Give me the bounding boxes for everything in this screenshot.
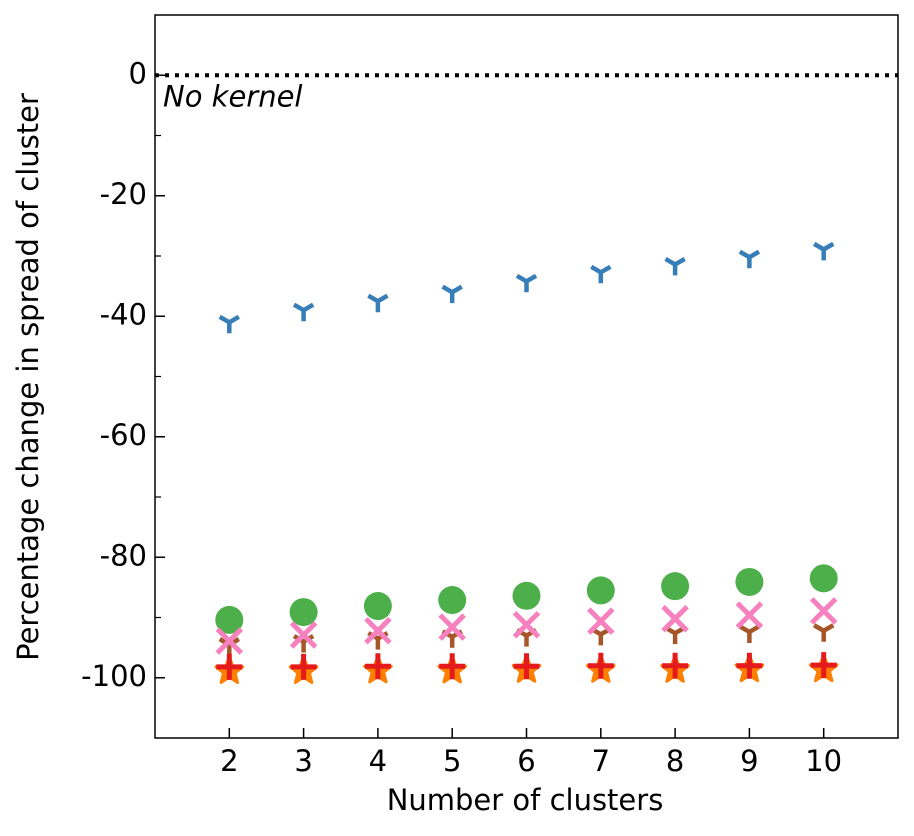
point	[216, 653, 243, 680]
point	[512, 610, 541, 639]
reference-label: No kernel	[163, 79, 303, 113]
marker-shape	[363, 592, 392, 621]
point	[738, 624, 761, 643]
marker-shape	[515, 273, 538, 293]
point	[590, 264, 612, 284]
point	[438, 613, 466, 641]
marker-shape	[735, 601, 764, 629]
point	[512, 581, 541, 610]
x-tick-label: 8	[666, 744, 684, 778]
marker-shape	[513, 653, 540, 680]
marker-shape	[661, 572, 690, 601]
marker-shape	[292, 302, 315, 322]
point	[292, 302, 315, 322]
y-tick-label: -100	[81, 659, 147, 693]
marker-shape	[661, 604, 689, 633]
point	[439, 653, 466, 680]
marker-shape	[512, 581, 541, 610]
point	[587, 607, 615, 635]
marker-shape	[809, 597, 838, 625]
marker-shape	[586, 576, 615, 605]
x-tick-label: 10	[805, 744, 842, 778]
y-axis-label: Percentage change in spread of cluster	[11, 93, 45, 661]
marker-shape	[364, 616, 392, 645]
y-tick-label: -80	[100, 538, 147, 572]
point	[809, 597, 838, 625]
point	[662, 652, 689, 679]
point	[735, 567, 764, 596]
point	[661, 572, 690, 601]
marker-shape	[810, 652, 837, 679]
marker-shape	[441, 284, 463, 304]
point	[441, 284, 463, 304]
marker-shape	[215, 605, 244, 634]
x-tick-label: 2	[220, 744, 238, 778]
point	[289, 621, 318, 649]
marker-shape	[364, 653, 391, 680]
point	[664, 256, 686, 276]
x-tick-label: 9	[740, 744, 758, 778]
point	[738, 249, 761, 269]
marker-shape	[738, 624, 761, 643]
point	[587, 652, 614, 679]
x-tick-label: 4	[369, 744, 387, 778]
point	[363, 592, 392, 621]
y-tick-label: -40	[100, 297, 147, 331]
x-tick-label: 3	[294, 744, 312, 778]
point	[664, 625, 686, 645]
marker-shape	[289, 621, 318, 649]
point	[513, 653, 540, 680]
point	[215, 627, 244, 655]
marker-shape	[218, 314, 240, 334]
point	[736, 652, 763, 679]
marker-shape	[439, 653, 466, 680]
point	[661, 604, 689, 633]
marker-shape	[367, 293, 389, 313]
point	[215, 605, 244, 634]
marker-shape	[662, 652, 689, 679]
point	[438, 586, 467, 615]
marker-shape	[216, 653, 243, 680]
marker-shape	[813, 241, 835, 261]
marker-shape	[438, 613, 466, 641]
marker-shape	[813, 623, 835, 642]
point	[290, 653, 317, 680]
point	[813, 241, 835, 261]
marker-shape	[664, 256, 686, 276]
marker-shape	[290, 653, 317, 680]
point	[809, 564, 838, 593]
marker-shape	[735, 567, 764, 596]
point	[218, 314, 240, 334]
marker-shape	[512, 610, 541, 639]
marker-shape	[587, 652, 614, 679]
marker-shape	[289, 598, 318, 627]
y-tick-label: 0	[129, 56, 147, 90]
point	[515, 273, 538, 293]
marker-shape	[438, 586, 467, 615]
point	[735, 601, 764, 629]
point	[364, 653, 391, 680]
point	[586, 576, 615, 605]
marker-shape	[215, 627, 244, 655]
marker-shape	[590, 264, 612, 284]
point	[810, 652, 837, 679]
point	[289, 598, 318, 627]
y-tick-label: -60	[100, 418, 147, 452]
point	[364, 616, 392, 645]
marker-shape	[736, 652, 763, 679]
point	[367, 293, 389, 313]
x-tick-label: 5	[443, 744, 461, 778]
point	[813, 623, 835, 642]
plot-frame	[154, 14, 899, 739]
x-axis-label: Number of clusters	[387, 783, 664, 817]
x-tick-label: 7	[592, 744, 610, 778]
marker-shape	[809, 564, 838, 593]
marker-shape	[587, 607, 615, 635]
marker-shape	[664, 625, 686, 645]
x-tick-label: 6	[517, 744, 535, 778]
y-tick-label: -20	[100, 177, 147, 211]
marker-shape	[738, 249, 761, 269]
